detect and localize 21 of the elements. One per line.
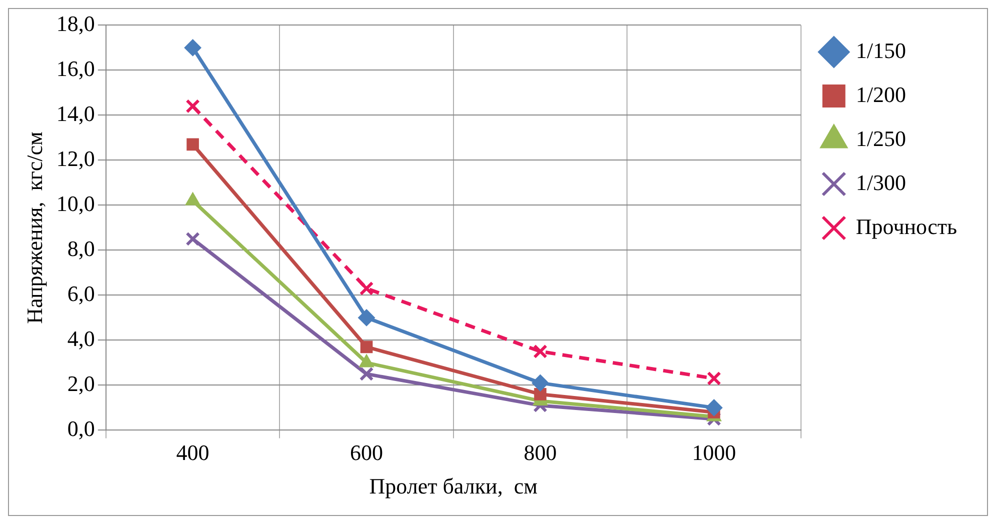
y-tick-label: 8,0	[67, 236, 95, 261]
y-tick-label: 2,0	[67, 370, 95, 396]
x-tick-label: 800	[524, 440, 557, 466]
x-tick-label: 400	[176, 440, 210, 466]
legend-label: 1/250	[856, 126, 906, 151]
y-tick-label: 12,0	[56, 146, 95, 171]
x-tick-label: 600	[350, 440, 384, 466]
legend-label: 1/300	[856, 170, 906, 195]
y-tick-label: 16,0	[56, 56, 95, 81]
x-tick-label: 1000	[692, 440, 736, 466]
y-axis-title: Напряжения, кгс/см	[22, 131, 47, 324]
y-tick-label: 10,0	[56, 190, 95, 216]
y-tick-label: 6,0	[67, 280, 95, 306]
legend-label: 1/150	[856, 38, 906, 63]
legend-label: Прочность	[856, 214, 958, 239]
legend-label: 1/200	[856, 82, 906, 107]
y-tick-label: 0,0	[67, 416, 95, 441]
y-tick-label: 4,0	[67, 326, 95, 351]
y-tick-label: 18,0	[56, 10, 95, 36]
x-axis-title: Пролет балки, см	[369, 474, 538, 499]
y-tick-label: 14,0	[56, 100, 95, 126]
